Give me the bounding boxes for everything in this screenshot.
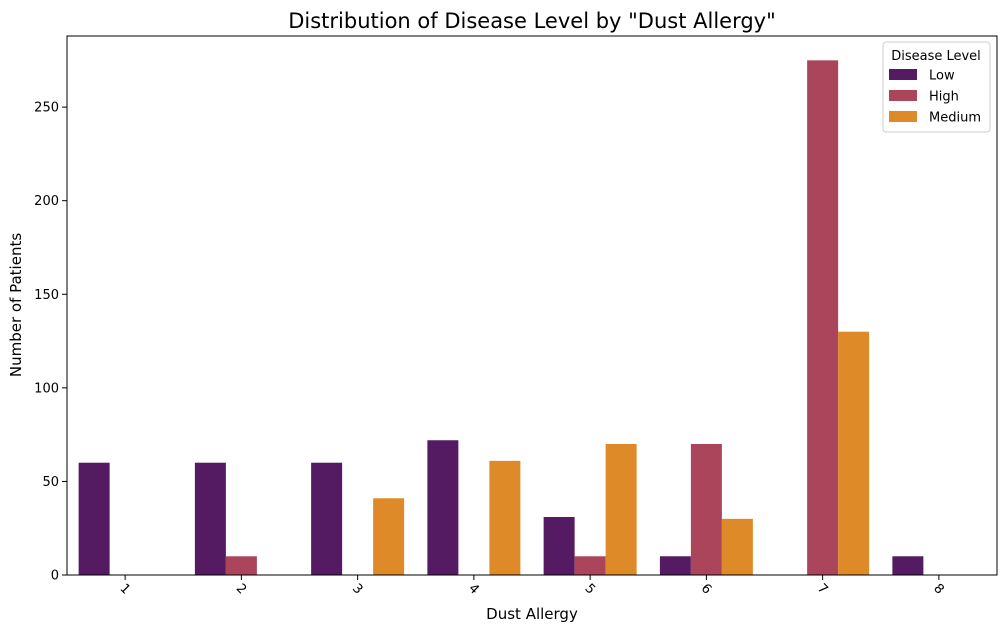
- legend-swatch-low: [889, 69, 917, 80]
- x-tick-label: 1: [117, 581, 133, 597]
- bar-low-4: [427, 440, 459, 575]
- y-axis-label: Number of Patients: [7, 233, 25, 377]
- bar-medium-3: [373, 498, 405, 575]
- legend-box: [882, 41, 991, 133]
- bar-low-8: [892, 556, 924, 575]
- bar-medium-4: [489, 460, 521, 575]
- bar-high-2: [225, 556, 257, 575]
- legend-label-high: High: [929, 90, 959, 105]
- legend-swatch-medium: [889, 111, 917, 122]
- y-tick-label: 150: [34, 288, 59, 303]
- x-axis-ticks: 1 2 3 4 5 6 7 8: [117, 575, 947, 598]
- bar-low-3: [311, 462, 343, 575]
- legend: Disease Level Low High Medium: [882, 41, 991, 133]
- bar-high-5: [574, 556, 606, 575]
- legend-label-low: Low: [929, 69, 955, 84]
- x-tick-label: 8: [930, 581, 946, 597]
- bar-high-7: [807, 60, 839, 575]
- y-tick-label: 50: [42, 475, 59, 490]
- x-tick-label: 6: [698, 581, 714, 597]
- bar-high-6: [690, 443, 722, 575]
- legend-title: Disease Level: [891, 49, 981, 64]
- y-axis-ticks: 0 50 100 150 200 250: [34, 101, 67, 584]
- bar-low-5: [543, 516, 575, 575]
- plot-frame: [66, 35, 998, 576]
- legend-swatch-high: [889, 90, 917, 101]
- y-tick-label: 250: [34, 101, 59, 116]
- chart-title: Distribution of Disease Level by "Dust A…: [288, 9, 776, 33]
- bars-group: [78, 60, 924, 575]
- x-tick-label: 7: [814, 581, 830, 597]
- bar-low-2: [194, 462, 226, 575]
- y-tick-label: 100: [34, 381, 59, 396]
- x-tick-label: 5: [582, 581, 598, 597]
- bar-low-1: [78, 462, 110, 575]
- bar-low-6: [659, 556, 691, 575]
- x-tick-label: 4: [465, 581, 481, 597]
- x-tick-label: 2: [233, 581, 249, 597]
- legend-label-medium: Medium: [929, 111, 981, 126]
- x-tick-label: 3: [349, 581, 365, 597]
- bar-medium-6: [721, 518, 753, 575]
- y-tick-label: 200: [34, 194, 59, 209]
- bar-medium-5: [605, 443, 637, 575]
- x-axis-label: Dust Allergy: [486, 605, 578, 623]
- bar-medium-7: [838, 331, 870, 575]
- y-tick-label: 0: [51, 569, 59, 584]
